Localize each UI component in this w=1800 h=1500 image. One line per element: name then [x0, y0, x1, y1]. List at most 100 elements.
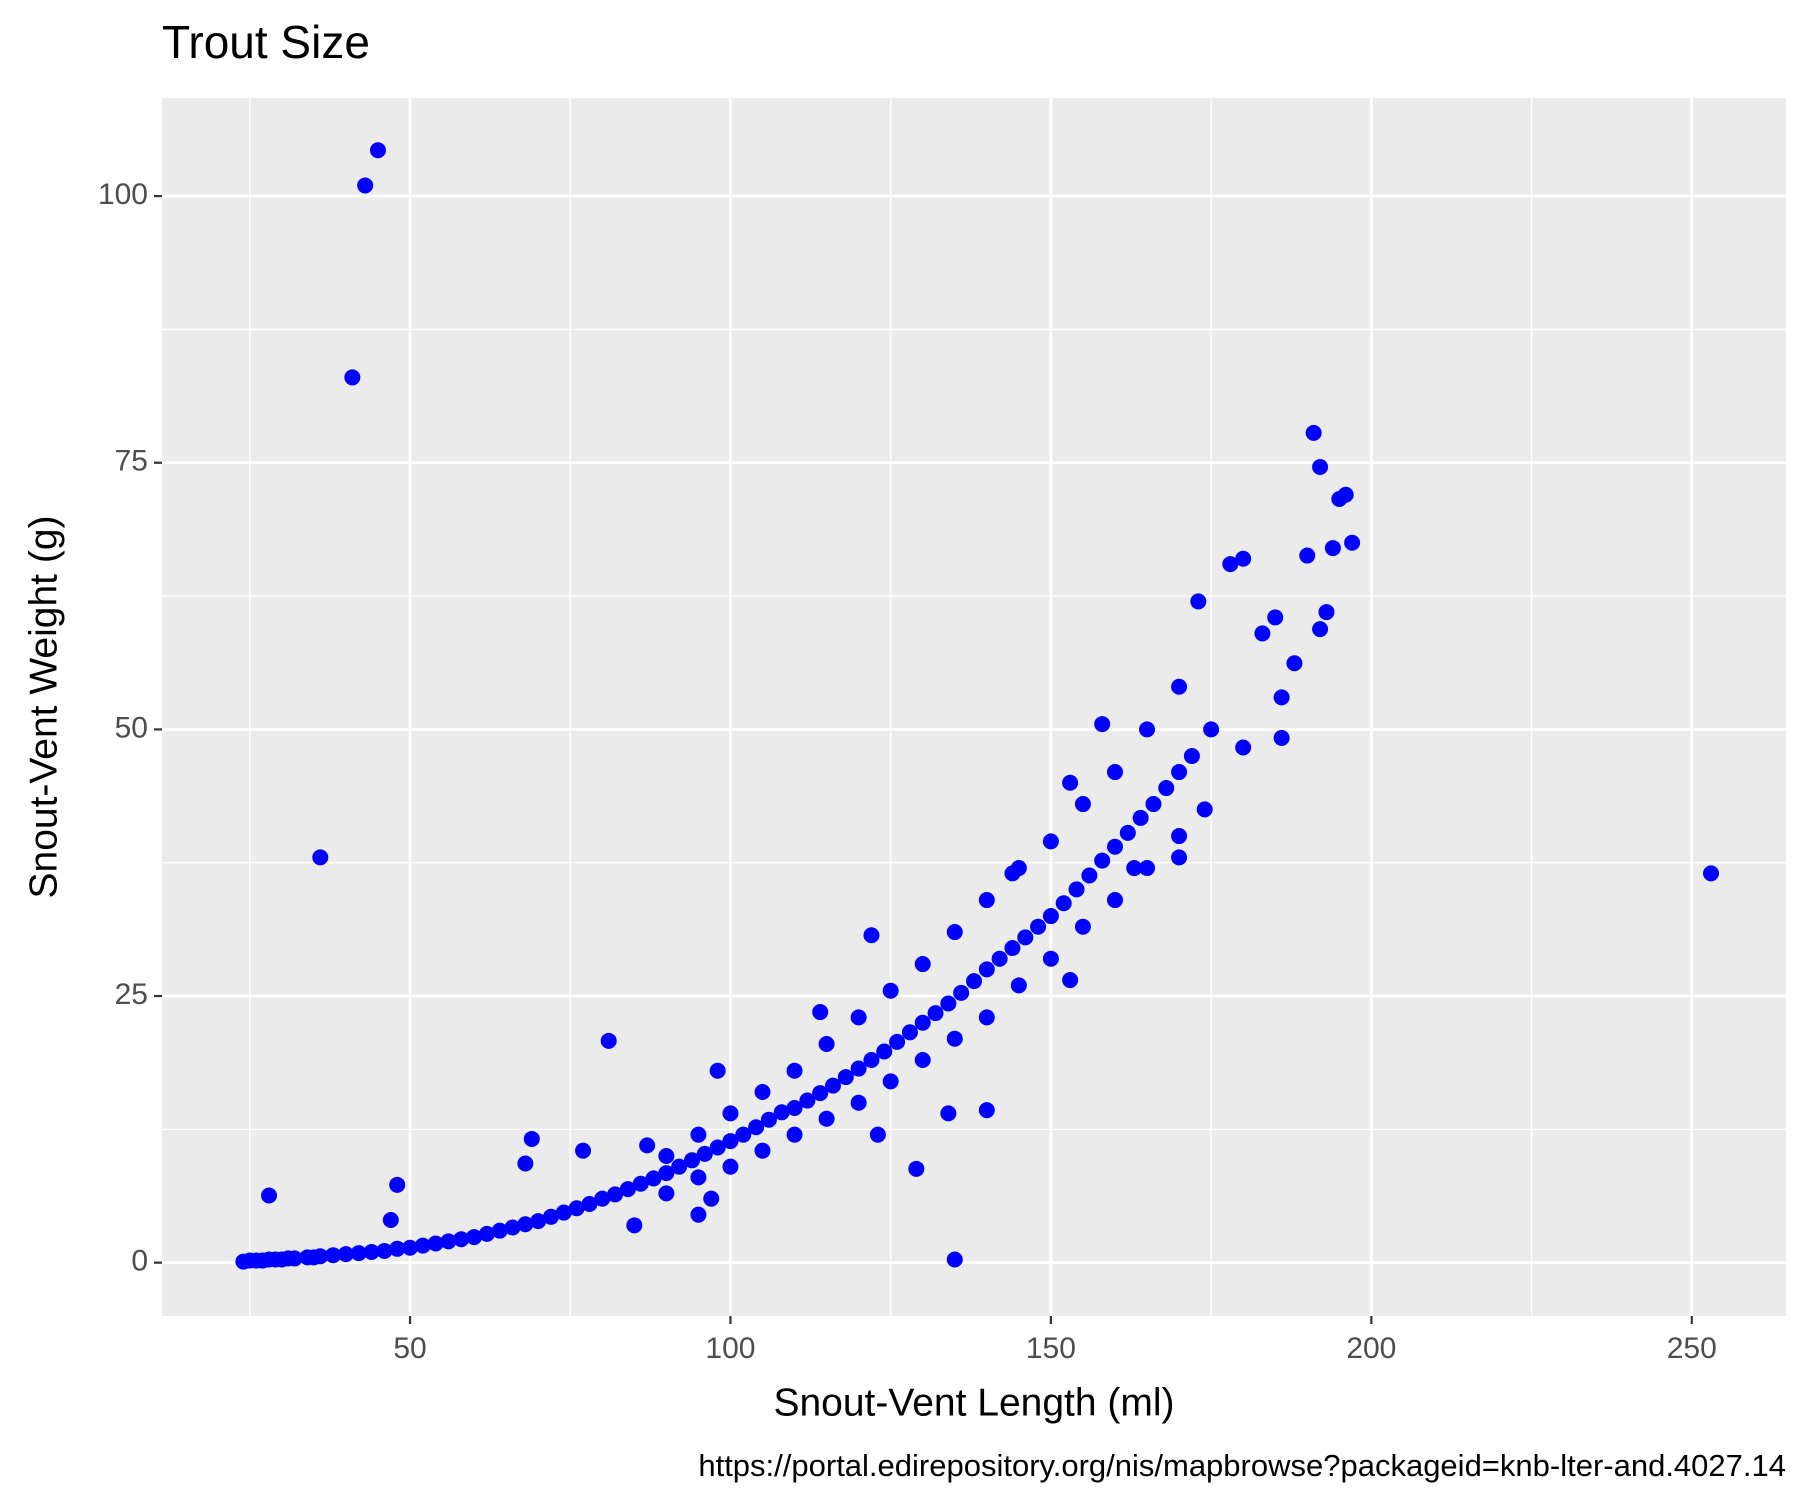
point: [1190, 593, 1207, 610]
point: [1318, 604, 1335, 621]
point: [626, 1217, 643, 1234]
point: [1299, 547, 1316, 564]
y-axis-title: Snout-Vent Weight (g): [22, 516, 65, 899]
point: [760, 1111, 777, 1128]
point: [786, 1100, 803, 1117]
point: [1062, 774, 1079, 791]
point: [735, 1126, 752, 1143]
point: [1094, 852, 1111, 869]
point: [1081, 867, 1098, 884]
point: [850, 1060, 867, 1077]
point: [607, 1186, 624, 1203]
point: [786, 1062, 803, 1079]
point: [978, 1102, 995, 1119]
point: [1235, 739, 1252, 756]
point: [350, 1245, 367, 1262]
point: [369, 142, 386, 159]
point: [1267, 609, 1284, 626]
point: [882, 982, 899, 999]
point: [1171, 849, 1188, 866]
point: [555, 1204, 572, 1221]
point: [1042, 908, 1059, 925]
point: [357, 177, 374, 194]
point: [1158, 780, 1175, 797]
point: [337, 1246, 354, 1263]
point: [1183, 748, 1200, 765]
point: [453, 1231, 470, 1248]
y-tick-label: 100: [98, 178, 148, 211]
point: [1235, 550, 1252, 567]
point: [312, 849, 329, 866]
point: [504, 1219, 521, 1236]
point: [914, 1014, 931, 1031]
panel: [162, 98, 1786, 1316]
point: [312, 1248, 329, 1265]
point: [1139, 860, 1156, 877]
point: [402, 1239, 419, 1256]
point: [696, 1145, 713, 1162]
point: [517, 1216, 534, 1233]
point: [818, 1036, 835, 1053]
point: [382, 1212, 399, 1229]
point: [639, 1137, 656, 1154]
point: [1273, 729, 1290, 746]
chart-title: Trout Size: [162, 16, 370, 68]
point: [876, 1043, 893, 1060]
point: [1042, 950, 1059, 967]
point: [1171, 828, 1188, 845]
point: [1171, 764, 1188, 781]
point: [363, 1244, 380, 1261]
point: [869, 1126, 886, 1143]
point: [632, 1175, 649, 1192]
point: [619, 1181, 636, 1198]
point: [1254, 625, 1271, 642]
x-tick-label: 150: [1026, 1332, 1076, 1365]
point: [1004, 940, 1021, 957]
point: [466, 1229, 483, 1246]
point: [543, 1208, 560, 1225]
point: [1305, 424, 1322, 441]
point: [709, 1062, 726, 1079]
point: [946, 1251, 963, 1268]
point: [1106, 892, 1123, 909]
point: [1062, 972, 1079, 989]
point: [908, 1160, 925, 1177]
point: [517, 1155, 534, 1172]
point: [1074, 918, 1091, 935]
point: [709, 1139, 726, 1156]
point: [1126, 860, 1143, 877]
point: [658, 1148, 675, 1165]
point: [1010, 977, 1027, 994]
point: [684, 1152, 701, 1169]
point: [1203, 721, 1220, 738]
point: [850, 1094, 867, 1111]
point: [1068, 881, 1085, 898]
point: [658, 1185, 675, 1202]
point: [1106, 838, 1123, 855]
point: [1312, 621, 1329, 638]
point: [1324, 540, 1341, 557]
point: [427, 1235, 444, 1252]
point: [478, 1225, 495, 1242]
point: [491, 1222, 508, 1239]
point: [690, 1206, 707, 1223]
point: [748, 1119, 765, 1136]
point: [575, 1142, 592, 1159]
point: [1139, 721, 1156, 738]
point: [940, 995, 957, 1012]
point: [261, 1187, 278, 1204]
point: [914, 1052, 931, 1069]
point: [722, 1133, 739, 1150]
x-axis-title: Snout-Vent Length (ml): [773, 1381, 1174, 1424]
x-tick-label: 250: [1667, 1332, 1717, 1365]
y-tick-label: 50: [115, 711, 148, 744]
point: [523, 1130, 540, 1147]
point: [600, 1032, 617, 1049]
point: [754, 1084, 771, 1101]
y-tick-label: 75: [115, 445, 148, 478]
point: [927, 1005, 944, 1022]
x-tick-label: 100: [705, 1332, 755, 1365]
point: [812, 1085, 829, 1102]
point: [344, 369, 361, 386]
point: [940, 1105, 957, 1122]
